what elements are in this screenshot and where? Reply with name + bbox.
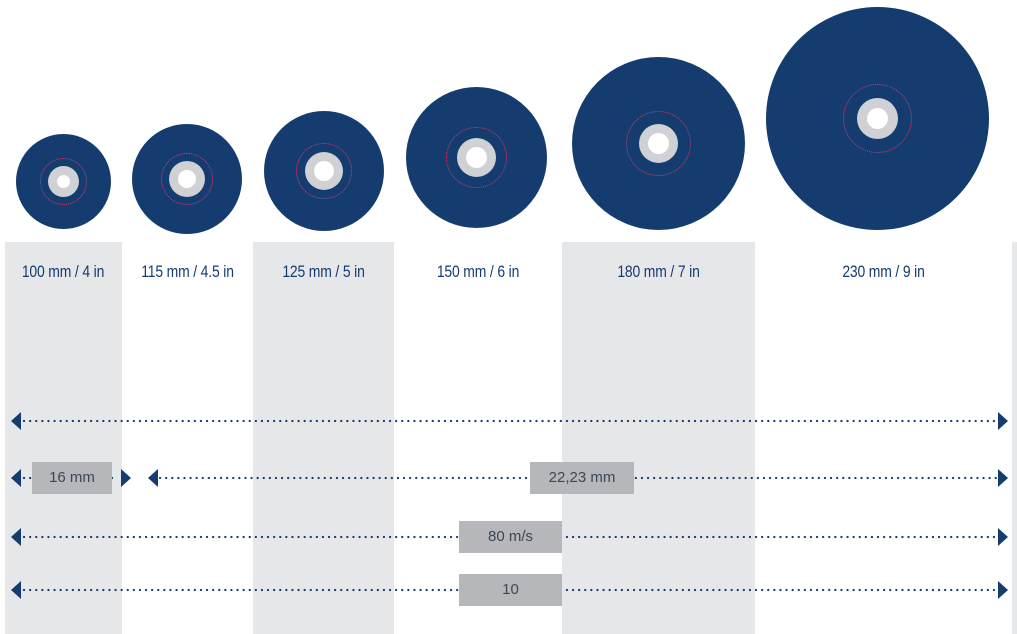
size-label-180: 180 mm / 7 in — [617, 262, 700, 281]
row-2-arrow-large — [148, 469, 1008, 487]
arrow-left-icon — [11, 412, 21, 430]
arrow-left-icon — [11, 581, 21, 599]
speed-box: 80 m/s — [459, 521, 562, 553]
pack-quantity-box: 10 — [459, 574, 562, 606]
size-label-100: 100 mm / 4 in — [21, 262, 105, 281]
disc-125mm-icon — [264, 111, 384, 231]
arrow-right-icon — [121, 469, 131, 487]
column-bg-180 — [562, 242, 755, 634]
arrow-left-icon — [11, 469, 21, 487]
disc-180mm-icon — [572, 57, 745, 230]
arrow-right-icon — [998, 412, 1008, 430]
row-3-arrow — [11, 528, 1008, 546]
bore-large-box: 22,23 mm — [530, 462, 634, 494]
disc-100mm-icon — [16, 134, 111, 229]
arrow-right-icon — [998, 581, 1008, 599]
row-2-arrow-small — [11, 469, 131, 487]
row-4-arrow — [11, 581, 1008, 599]
column-bg-100 — [5, 242, 122, 634]
arrow-right-icon — [998, 528, 1008, 546]
column-bg-edge — [1012, 242, 1017, 634]
row-1-arrow — [11, 412, 1008, 430]
arrow-left-icon — [148, 469, 158, 487]
size-label-150: 150 mm / 6 in — [436, 262, 520, 281]
size-label-115: 115 mm / 4.5 in — [141, 262, 234, 281]
size-label-230: 230 mm / 9 in — [842, 262, 925, 281]
column-bg-125 — [253, 242, 394, 634]
arrow-right-icon — [998, 469, 1008, 487]
disc-115mm-icon — [132, 124, 242, 234]
disc-150mm-icon — [406, 87, 547, 228]
size-label-125: 125 mm / 5 in — [282, 262, 365, 281]
disc-230mm-icon — [766, 7, 989, 230]
arrow-left-icon — [11, 528, 21, 546]
bore-small-box: 16 mm — [32, 462, 112, 494]
